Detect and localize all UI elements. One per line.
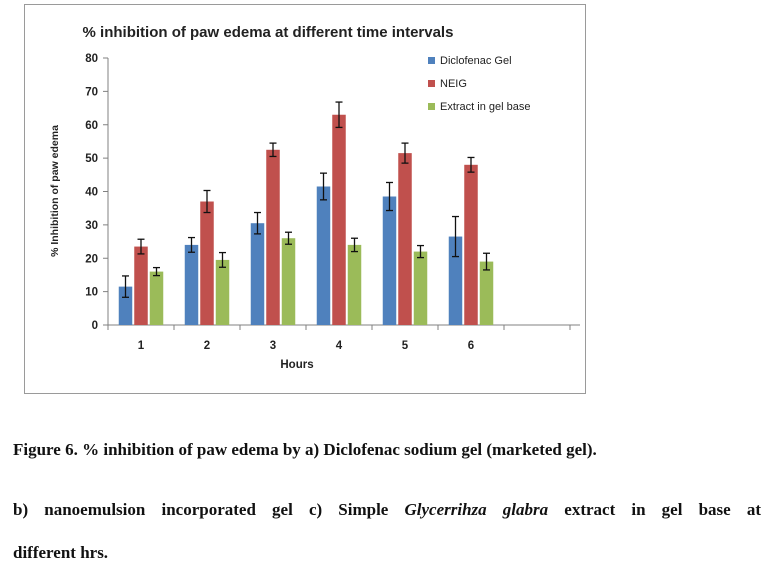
x-tick-label: 1 [138, 340, 145, 352]
bar [281, 238, 296, 325]
caption-text: b) nanoemulsion incorporated gel c) Simp… [13, 500, 405, 519]
caption-text: extract in gel base at [548, 500, 762, 519]
x-tick-label: 3 [270, 340, 276, 352]
legend-label: NEIG [440, 78, 467, 90]
bar [250, 223, 265, 325]
legend-swatch [428, 80, 435, 87]
y-tick-label: 70 [85, 86, 98, 98]
bar [448, 236, 463, 325]
caption-species-name: Glycerrihza glabra [404, 500, 549, 519]
y-tick-label: 10 [85, 287, 98, 299]
bar [332, 114, 346, 325]
bar [215, 259, 230, 325]
bar [266, 149, 280, 325]
bar [118, 286, 133, 325]
bar [316, 186, 331, 325]
y-axis-label: % Inhibition of paw edema [49, 125, 61, 257]
bar [382, 196, 397, 325]
x-axis-label: Hours [280, 359, 313, 371]
bars [118, 101, 494, 325]
figure-caption-line-1: Figure 6. % inhibition of paw edema by a… [13, 440, 597, 459]
bar [184, 244, 199, 325]
x-tick-label: 4 [336, 340, 343, 352]
y-tick-label: 0 [92, 320, 98, 332]
bar [347, 244, 362, 325]
figure-caption-line-3: different hrs. [13, 543, 109, 562]
y-tick-label: 40 [85, 187, 98, 199]
legend: Diclofenac Gel NEIG Extract in gel base [428, 55, 531, 113]
legend-label: Extract in gel base [440, 101, 531, 113]
legend-swatch [428, 57, 435, 64]
bar-chart: % inhibition of paw edema at different t… [49, 24, 580, 371]
chart-frame: % inhibition of paw edema at different t… [24, 4, 586, 394]
y-tick-label: 80 [85, 53, 98, 65]
chart-title: % inhibition of paw edema at different t… [83, 24, 454, 41]
bar [398, 153, 412, 325]
legend-swatch [428, 103, 435, 110]
x-tick-label: 5 [402, 340, 409, 352]
legend-label: Diclofenac Gel [440, 55, 512, 67]
figure-caption-line-2: b) nanoemulsion incorporated gel c) Simp… [13, 500, 761, 520]
bar [149, 271, 164, 325]
x-tick-label: 2 [204, 340, 210, 352]
y-tick-label: 30 [85, 220, 98, 232]
bar [134, 246, 148, 325]
bar [200, 201, 214, 325]
bar [464, 164, 478, 325]
x-tick-label: 6 [468, 340, 474, 352]
y-tick-label: 50 [85, 153, 98, 165]
y-tick-label: 60 [85, 120, 98, 132]
bar [479, 261, 494, 325]
y-tick-label: 20 [85, 253, 98, 265]
bar [413, 251, 428, 325]
